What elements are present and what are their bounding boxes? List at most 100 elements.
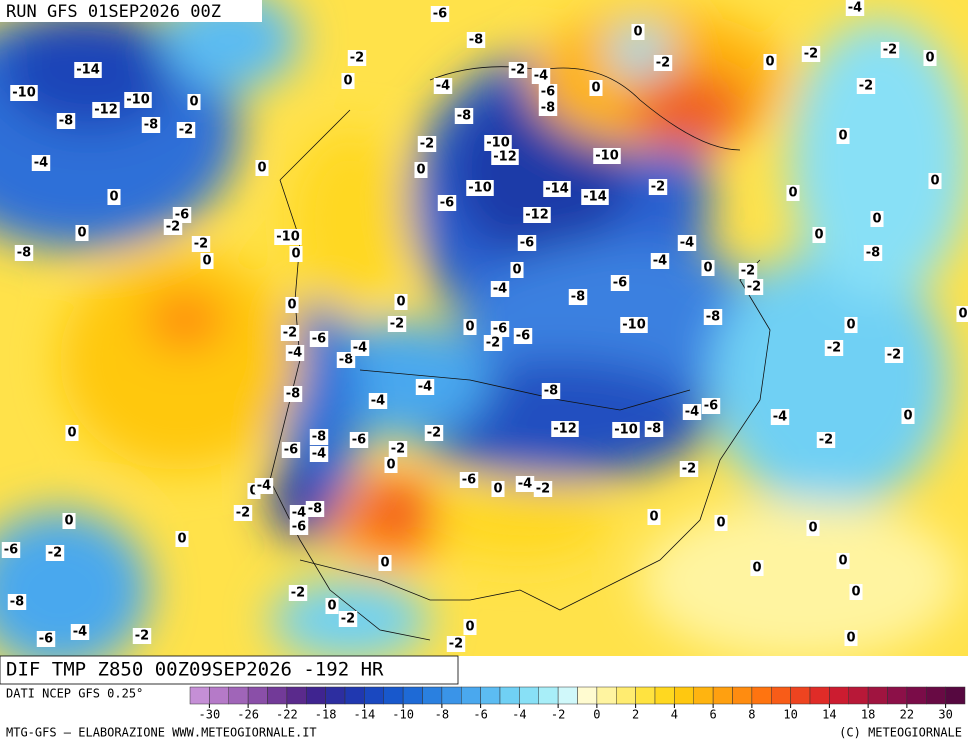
- label-background: [10, 85, 38, 101]
- contour-label: -8: [706, 310, 720, 325]
- contour-label: 0: [851, 585, 860, 600]
- contour-label: -6: [462, 473, 476, 488]
- contour-label: -2: [179, 123, 193, 138]
- label-background: [763, 54, 777, 70]
- colorbar-swatch: [557, 686, 578, 705]
- contour-label: -10: [486, 136, 510, 151]
- contour-label: -2: [827, 341, 841, 356]
- contour-label: 0: [380, 556, 389, 571]
- label-background: [233, 505, 253, 521]
- contour-label: 0: [202, 254, 211, 269]
- contour-label: -4: [436, 79, 450, 94]
- colorbar-swatch: [616, 686, 636, 705]
- label-background: [653, 55, 673, 71]
- contour-label: -2: [194, 237, 208, 252]
- label-background: [430, 6, 450, 22]
- contour-label: -2: [651, 180, 665, 195]
- contour-label: -2: [656, 56, 670, 71]
- contour-label: -2: [390, 317, 404, 332]
- label-background: [786, 185, 800, 201]
- contour-label: -14: [545, 182, 569, 197]
- contour-label: -10: [622, 318, 646, 333]
- contour-label: -2: [486, 336, 500, 351]
- label-background: [738, 263, 758, 279]
- contour-label: -4: [518, 477, 532, 492]
- label-background: [289, 246, 303, 262]
- contour-label: 0: [846, 631, 855, 646]
- contour-label: -2: [291, 586, 305, 601]
- contour-label: -6: [175, 208, 189, 223]
- colorbar-tick-label: -4: [512, 708, 526, 722]
- label-background: [309, 446, 329, 462]
- label-background: [7, 594, 27, 610]
- colorbar-tick-label: 18: [861, 708, 875, 722]
- label-background: [325, 598, 339, 614]
- contour-label: -8: [59, 114, 73, 129]
- label-background: [56, 113, 76, 129]
- label-background: [593, 148, 621, 164]
- label-background: [517, 235, 537, 251]
- label-background: [714, 515, 728, 531]
- label-background: [200, 253, 214, 269]
- contour-label: -14: [76, 63, 100, 78]
- label-background: [350, 340, 370, 356]
- label-background: [515, 476, 535, 492]
- contour-label: -6: [312, 332, 326, 347]
- label-background: [523, 207, 551, 223]
- colorbar-swatch: [306, 686, 326, 705]
- contour-label: -4: [34, 156, 48, 171]
- label-background: [347, 50, 367, 66]
- label-background: [415, 379, 435, 395]
- contour-label: 0: [633, 25, 642, 40]
- label-background: [849, 584, 863, 600]
- colorbar-swatch: [926, 686, 946, 705]
- label-background: [703, 309, 723, 325]
- contour-label: -10: [276, 230, 300, 245]
- label-background: [176, 122, 196, 138]
- label-background: [490, 281, 510, 297]
- colorbar-swatch: [771, 686, 791, 705]
- label-background: [417, 136, 437, 152]
- contour-label: -6: [516, 329, 530, 344]
- contour-label: -2: [391, 442, 405, 457]
- colorbar-swatch: [383, 686, 404, 705]
- label-background: [459, 472, 479, 488]
- colorbar: -30 -26 -22 -18 -14 -10 -8 -6 -4 -2 0 2 4 6 8 10 14 18 22 3…: [189, 686, 966, 722]
- label-background: [70, 624, 90, 640]
- colorbar-swatch: [693, 686, 714, 705]
- label-background: [387, 316, 407, 332]
- contour-label: -4: [534, 69, 548, 84]
- contour-label: 0: [257, 161, 266, 176]
- contour-label: -2: [350, 51, 364, 66]
- contour-label: -6: [4, 543, 18, 558]
- colorbar-tick-label: -18: [315, 708, 337, 722]
- label-background: [255, 160, 269, 176]
- contour-label: -6: [352, 433, 366, 448]
- contour-label: -4: [848, 1, 862, 16]
- label-background: [285, 345, 305, 361]
- label-background: [701, 398, 721, 414]
- colorbar-swatch: [829, 686, 849, 705]
- contour-label: 0: [291, 247, 300, 262]
- contour-label: 0: [512, 263, 521, 278]
- contour-label: 0: [930, 174, 939, 189]
- label-background: [45, 545, 65, 561]
- contour-label: -4: [73, 625, 87, 640]
- label-background: [928, 173, 942, 189]
- label-background: [648, 179, 668, 195]
- label-background: [65, 425, 79, 441]
- contour-label: -12: [525, 208, 549, 223]
- contour-label: 0: [925, 51, 934, 66]
- colorbar-swatch: [945, 686, 966, 705]
- label-background: [620, 317, 648, 333]
- contour-label: 0: [493, 482, 502, 497]
- label-background: [581, 189, 609, 205]
- label-background: [870, 211, 884, 227]
- label-background: [285, 297, 299, 313]
- contour-label: -4: [685, 405, 699, 420]
- label-background: [490, 321, 510, 337]
- colorbar-tick-label: -8: [435, 708, 449, 722]
- contour-label: -2: [819, 433, 833, 448]
- contour-label: -8: [541, 101, 555, 116]
- colorbar-swatch: [519, 686, 539, 705]
